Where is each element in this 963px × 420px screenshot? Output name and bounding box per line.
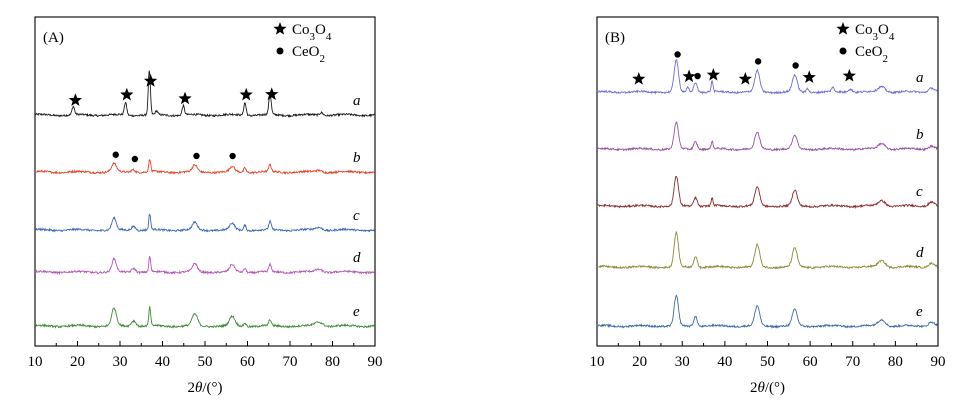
series-label-b: b <box>353 150 361 166</box>
legend-star-icon <box>273 22 287 35</box>
legend-label: CeO2 <box>855 44 888 65</box>
marker-dot-icon <box>112 151 119 158</box>
x-tick-label: 60 <box>240 354 255 370</box>
x-axis-label: 2θ/(°) <box>750 380 785 396</box>
x-tick-label: 90 <box>368 354 383 370</box>
x-tick-label: 60 <box>803 354 818 370</box>
x-tick-label: 20 <box>70 354 85 370</box>
legend-dot-icon <box>839 47 847 55</box>
marker-dot-icon <box>754 58 762 65</box>
series-label-a: a <box>353 93 361 109</box>
marker-dot-icon <box>694 72 701 80</box>
x-tick-label: 10 <box>590 354 605 370</box>
marker-star-icon <box>239 87 253 101</box>
series-label-d: d <box>916 245 924 261</box>
series-line-d <box>596 231 939 270</box>
marker-star-icon <box>178 91 192 105</box>
series-line-e <box>596 294 939 329</box>
series-label-b: b <box>916 127 924 143</box>
plot-frame <box>596 16 939 347</box>
x-tick-label: 50 <box>198 354 213 370</box>
series-label-a: a <box>916 70 924 86</box>
marker-dot-icon <box>792 62 799 69</box>
series-line-d <box>34 256 375 276</box>
x-tick-label: 70 <box>845 354 860 370</box>
legend-label: CeO2 <box>292 44 325 65</box>
series-line-c <box>34 213 376 233</box>
x-tick-label: 20 <box>632 354 647 370</box>
marker-star-icon <box>842 68 856 82</box>
legend-label: Co3O4 <box>855 22 895 43</box>
x-tick-label: 70 <box>283 354 298 370</box>
series-line-e <box>34 306 376 329</box>
marker-star-icon <box>265 87 279 101</box>
legend-label: Co3O4 <box>292 22 332 43</box>
x-tick-label: 30 <box>675 354 690 370</box>
panel-label: (B) <box>605 30 625 46</box>
series-line-b <box>596 121 939 152</box>
legend-dot-icon <box>276 47 284 55</box>
series-line-c <box>596 175 938 209</box>
marker-star-icon <box>68 93 83 106</box>
series-line-b <box>34 159 375 175</box>
x-tick-label: 10 <box>28 354 43 370</box>
x-tick-label: 80 <box>888 354 903 370</box>
marker-dot-icon <box>193 152 200 160</box>
marker-star-icon <box>632 72 646 85</box>
marker-star-icon <box>143 74 158 87</box>
x-tick-label: 30 <box>113 354 128 370</box>
x-tick-label: 80 <box>325 354 340 370</box>
marker-star-icon <box>738 72 752 85</box>
marker-star-icon <box>682 69 696 83</box>
series-line-a <box>596 59 938 95</box>
panel-label: (A) <box>43 30 64 46</box>
series-label-e: e <box>916 304 923 320</box>
x-tick-label: 90 <box>931 354 946 370</box>
marker-star-icon <box>120 87 134 101</box>
marker-star-icon <box>802 70 816 84</box>
marker-dot-icon <box>131 155 139 163</box>
x-tick-label: 50 <box>760 354 775 370</box>
legend-star-icon <box>836 22 850 35</box>
marker-star-icon <box>706 67 721 81</box>
plot-frame <box>34 16 376 347</box>
series-label-d: d <box>353 250 361 266</box>
x-tick-label: 40 <box>155 354 170 370</box>
series-label-c: c <box>916 184 923 200</box>
marker-dot-icon <box>229 152 236 160</box>
series-label-c: c <box>353 208 360 224</box>
series-line-a <box>34 70 375 118</box>
marker-dot-icon <box>674 51 681 58</box>
x-tick-label: 40 <box>717 354 732 370</box>
x-axis-label: 2θ/(°) <box>187 380 222 396</box>
series-label-e: e <box>353 304 360 320</box>
